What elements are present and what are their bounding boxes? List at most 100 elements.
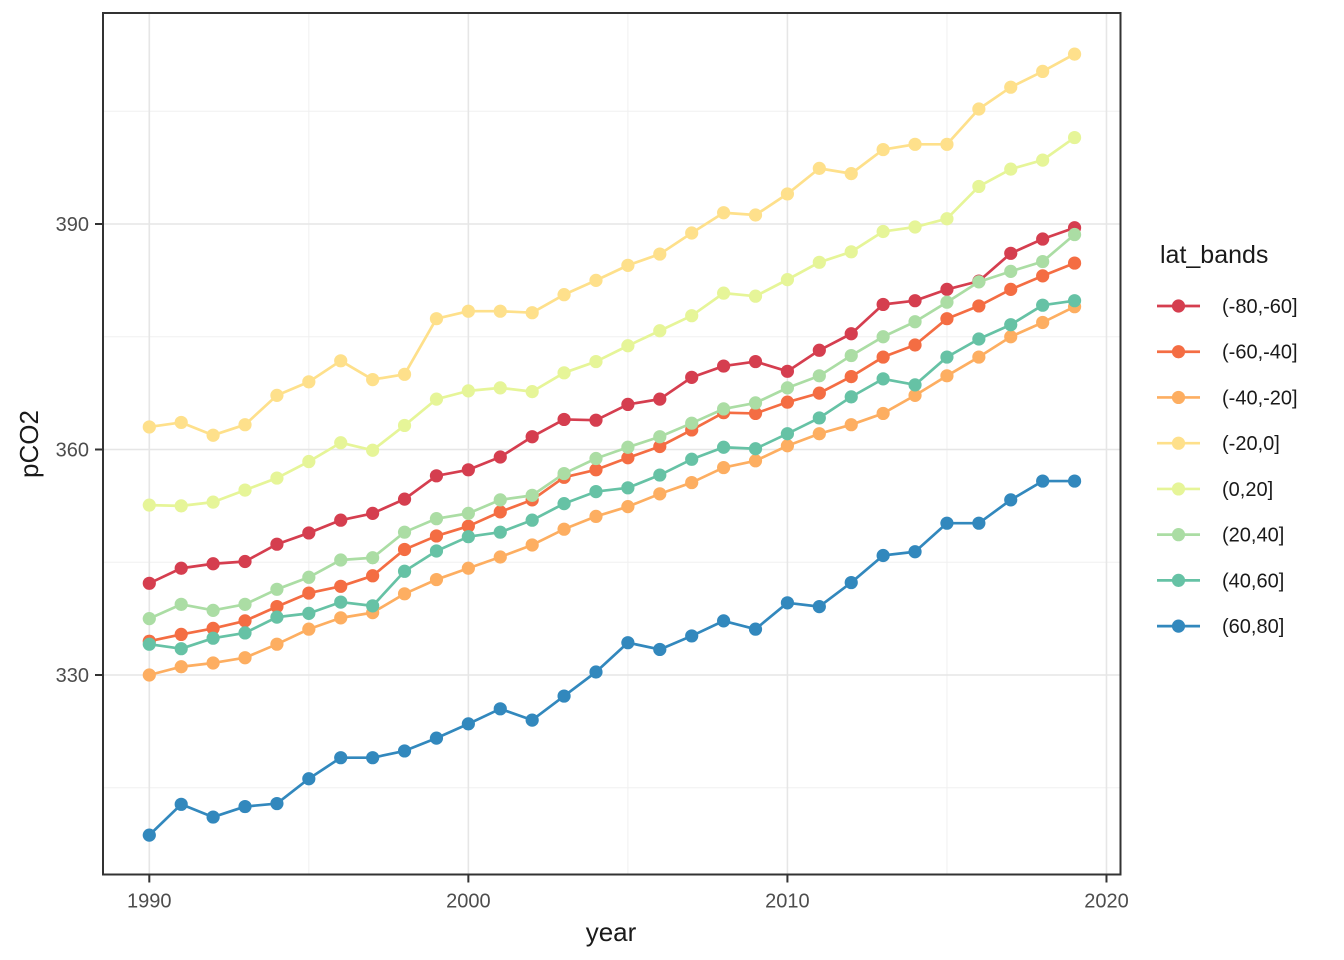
data-point-(0,20]-2007 <box>685 309 699 323</box>
data-point-(-20,0]-2004 <box>589 273 603 287</box>
data-point-(-60,-40]-1997 <box>366 569 380 583</box>
data-point-(60,80]-2008 <box>717 614 731 628</box>
data-point-(-80,-60]-1998 <box>397 492 412 506</box>
legend-item-label: (40,60] <box>1222 570 1284 592</box>
data-point-(-40,-20]-2012 <box>844 418 858 432</box>
data-point-(60,80]-2009 <box>748 622 763 636</box>
data-point-(-60,-40]-2012 <box>844 369 858 384</box>
data-point-(-40,-20]-2015 <box>940 369 954 383</box>
data-point-(60,80]-1990 <box>142 828 156 842</box>
data-point-(20,40]-2003 <box>557 466 571 481</box>
data-point-(-20,0]-2001 <box>493 304 507 318</box>
data-point-(-40,-20]-1999 <box>429 572 444 587</box>
data-point-(0,20]-2016 <box>972 179 986 194</box>
data-point-(-40,-20]-2014 <box>908 388 922 402</box>
data-point-(20,40]-1992 <box>206 603 220 617</box>
data-point-(0,20]-1995 <box>302 454 316 469</box>
data-point-(-80,-60]-2000 <box>461 463 475 477</box>
data-point-(-80,-60]-2002 <box>525 430 539 444</box>
data-point-(60,80]-2014 <box>908 545 922 559</box>
data-point-(-40,-20]-1995 <box>302 622 316 636</box>
data-point-(-20,0]-1999 <box>429 312 444 326</box>
data-point-(-20,0]-2005 <box>621 258 635 272</box>
data-point-(-40,-20]-1991 <box>174 660 188 674</box>
data-point-(-40,-20]-2007 <box>685 475 699 490</box>
data-point-(60,80]-1999 <box>429 731 444 745</box>
data-point-(20,40]-2014 <box>908 315 922 329</box>
data-point-(-20,0]-1998 <box>397 367 412 381</box>
data-point-(-20,0]-1991 <box>174 415 188 430</box>
data-point-(40,60]-1997 <box>366 599 380 613</box>
x-axis-title: year <box>586 917 637 947</box>
data-point-(0,20]-2018 <box>1036 153 1050 167</box>
data-point-(-80,-60]-2010 <box>780 364 795 378</box>
data-point-(-60,-40]-2019 <box>1067 256 1082 270</box>
axis-ticks <box>95 223 1108 883</box>
data-point-(0,20]-1991 <box>174 499 188 513</box>
data-point-(-20,0]-1992 <box>206 428 220 442</box>
data-point-(40,60]-2015 <box>940 350 954 364</box>
data-point-(20,40]-1990 <box>142 612 156 626</box>
data-point-(-80,-60]-1995 <box>302 526 316 540</box>
data-point-(-80,-60]-2004 <box>589 413 603 427</box>
data-point-(60,80]-1993 <box>238 799 252 814</box>
data-point-(-20,0]-2002 <box>525 306 539 320</box>
data-point-(40,60]-2009 <box>748 442 763 456</box>
data-point-(-60,-40]-1995 <box>302 586 316 600</box>
data-point-(20,40]-2015 <box>940 295 954 309</box>
data-point-(0,20]-2011 <box>812 255 826 269</box>
data-point-(-80,-60]-1991 <box>174 561 188 575</box>
data-point-(0,20]-1992 <box>206 495 220 509</box>
data-point-(-20,0]-2017 <box>1004 80 1018 94</box>
data-point-(-60,-40]-1992 <box>206 621 220 635</box>
data-point-(40,60]-2011 <box>812 411 826 425</box>
data-point-(60,80]-1992 <box>206 810 220 824</box>
data-point-(20,40]-2007 <box>685 416 699 430</box>
data-point-(-80,-60]-2017 <box>1004 246 1018 260</box>
legend-item-label: (60,80] <box>1222 616 1284 638</box>
series-line-(0,20] <box>147 136 1076 508</box>
data-point-(-20,0]-2003 <box>557 288 571 302</box>
data-point-(40,60]-2005 <box>621 481 635 495</box>
data-point-(20,40]-1997 <box>366 551 380 565</box>
data-point-(-80,-60]-1993 <box>238 554 252 569</box>
data-point-(-40,-20]-2016 <box>972 350 986 364</box>
data-point-(60,80]-1995 <box>302 772 316 786</box>
data-point-(60,80]-2013 <box>876 548 890 563</box>
legend-point-swatch <box>1171 482 1186 496</box>
data-point-(-60,-40]-1993 <box>238 614 252 628</box>
data-point-(-80,-60]-2015 <box>940 282 954 296</box>
data-point-(60,80]-2018 <box>1036 474 1050 488</box>
data-point-(-60,-40]-2016 <box>972 299 986 313</box>
data-point-(-40,-20]-1996 <box>334 611 348 625</box>
data-point-(20,40]-1991 <box>174 597 188 611</box>
data-point-(-80,-60]-1996 <box>334 513 348 527</box>
data-point-(20,40]-2012 <box>844 348 858 363</box>
legend-item-(-80,-60]: (-80,-60] <box>1157 296 1298 318</box>
data-point-(-80,-60]-1999 <box>429 469 444 483</box>
data-point-(60,80]-2012 <box>844 575 858 590</box>
data-point-(40,60]-2007 <box>685 452 699 466</box>
x-tick-label: 2000 <box>446 891 491 913</box>
data-point-(40,60]-1992 <box>206 631 220 645</box>
data-point-(60,80]-2019 <box>1067 474 1082 488</box>
data-point-(-80,-60]-2013 <box>876 297 890 312</box>
data-point-(-80,-60]-2006 <box>653 392 667 406</box>
legend-item-label: (-80,-60] <box>1222 296 1298 318</box>
data-point-(60,80]-2007 <box>685 629 699 643</box>
data-point-(0,20]-1997 <box>366 443 380 457</box>
data-point-(-20,0]-2011 <box>812 161 826 175</box>
data-point-(-20,0]-2013 <box>876 142 890 157</box>
legend-point-swatch <box>1171 573 1186 587</box>
data-point-(40,60]-1998 <box>397 564 412 578</box>
data-point-(60,80]-2011 <box>812 600 826 614</box>
data-point-(-40,-20]-1994 <box>270 637 284 651</box>
series-layer <box>142 47 1082 842</box>
legend-point-swatch <box>1171 436 1186 450</box>
data-point-(60,80]-2017 <box>1004 493 1018 507</box>
data-point-(40,60]-2003 <box>557 497 571 511</box>
data-point-(0,20]-2008 <box>717 286 731 300</box>
data-point-(-60,-40]-2018 <box>1036 269 1050 283</box>
data-point-(40,60]-2017 <box>1004 318 1018 332</box>
